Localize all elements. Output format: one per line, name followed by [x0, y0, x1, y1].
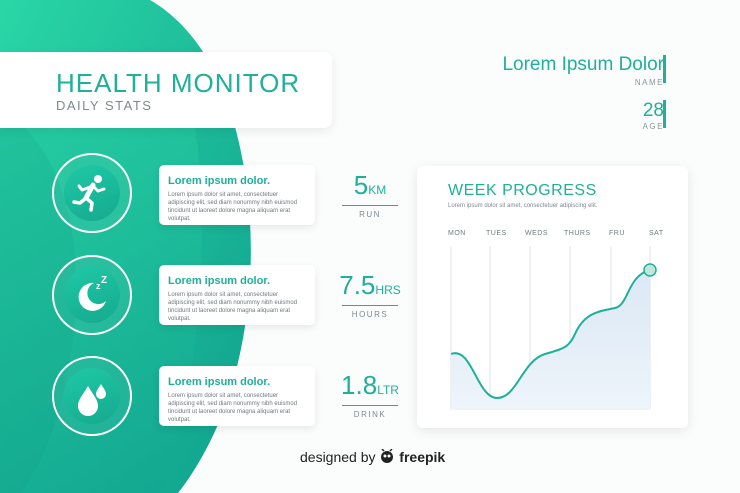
credit-prefix: designed by: [300, 449, 376, 465]
sleep-card-title: Lorem ipsum dolor.: [168, 275, 271, 287]
drink-divider: [342, 405, 398, 406]
progress-line: [450, 269, 651, 400]
run-card-text: Lorem ipsum dolor sit amet, consectetuer…: [168, 192, 298, 222]
drink-unit: LTR: [377, 383, 399, 397]
week-progress-card: WEEK PROGRESS Lorem ipsum dolor sit amet…: [417, 166, 688, 428]
sleep-label: HOURS: [351, 310, 389, 319]
page-subtitle: DAILY STATS: [56, 98, 153, 113]
run-unit: KM: [368, 183, 387, 197]
name-label: NAME: [634, 78, 664, 87]
page-title: HEALTH MONITOR: [56, 68, 301, 98]
running-person-icon: [64, 165, 120, 221]
day-label: THURS: [564, 230, 591, 237]
run-value: 5: [353, 170, 369, 200]
profile-age: 28 AGE: [643, 100, 664, 131]
sleep-value: 7.5: [339, 270, 376, 300]
drink-card-title: Lorem ipsum dolor.: [168, 376, 271, 388]
sleep-info-card: Lorem ipsum dolor. Lorem ipsum dolor sit…: [159, 265, 315, 325]
name-divider: [663, 55, 666, 83]
drink-label: DRINK: [353, 410, 387, 419]
profile-name: Lorem Ipsum Dolor NAME: [502, 54, 664, 87]
svg-text:Z: Z: [101, 275, 107, 286]
drink-stat: 1.8LTR DRINK: [340, 370, 400, 419]
drink-icon-badge: [52, 356, 132, 436]
svg-text:z: z: [96, 281, 101, 291]
drink-card-text: Lorem ipsum dolor sit amet, consectetuer…: [168, 393, 298, 423]
run-stat: 5KM RUN: [340, 170, 400, 219]
title-card: HEALTH MONITOR DAILY STATS: [0, 52, 332, 128]
run-card-title: Lorem ipsum dolor.: [168, 175, 271, 187]
day-label: FRU: [609, 230, 625, 237]
moon-sleep-icon: z Z: [64, 267, 120, 323]
week-title: WEEK PROGRESS: [448, 182, 597, 199]
week-description: Lorem ipsum dolor sit amet, consectetuer…: [448, 203, 598, 209]
drink-info-card: Lorem ipsum dolor. Lorem ipsum dolor sit…: [159, 366, 315, 426]
name-value: Lorem Ipsum Dolor: [502, 54, 664, 75]
sleep-divider: [342, 305, 398, 306]
designer-credit: designed by freepik: [300, 448, 446, 467]
run-divider: [342, 205, 398, 206]
day-label: MON: [448, 230, 466, 237]
run-info-card: Lorem ipsum dolor. Lorem ipsum dolor sit…: [159, 165, 315, 225]
drink-value: 1.8: [341, 370, 378, 400]
day-label: WEDS: [525, 230, 548, 237]
progress-graph: [450, 246, 657, 410]
age-divider: [663, 100, 666, 128]
sleep-unit: HRS: [375, 283, 401, 297]
sleep-card-text: Lorem ipsum dolor sit amet, consectetuer…: [168, 292, 298, 322]
age-label: AGE: [642, 122, 664, 131]
age-value: 28: [642, 100, 664, 121]
run-icon-badge: [52, 153, 132, 233]
run-label: RUN: [359, 210, 381, 219]
progress-endpoint: [643, 263, 657, 277]
credit-brand: freepik: [399, 449, 446, 465]
day-label: TUES: [486, 230, 507, 237]
water-drops-icon: [64, 368, 120, 424]
day-label: SAT: [649, 230, 664, 237]
progress-area: [451, 270, 650, 410]
sleep-stat: 7.5HRS HOURS: [338, 270, 402, 319]
sleep-icon-badge: z Z: [52, 255, 132, 335]
freepik-logo-icon: [379, 448, 395, 467]
